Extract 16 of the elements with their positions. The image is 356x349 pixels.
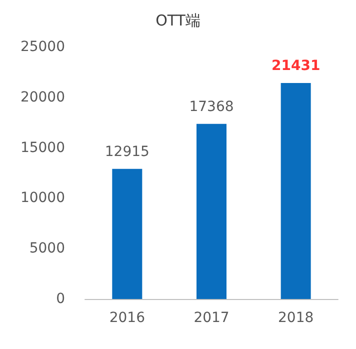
x-tick-label: 2017 bbox=[194, 310, 230, 326]
bar bbox=[112, 168, 142, 299]
y-tick-label: 20000 bbox=[20, 89, 65, 106]
bar bbox=[196, 124, 226, 299]
x-tick-label: 2016 bbox=[109, 310, 146, 326]
y-tick-label: 10000 bbox=[20, 190, 65, 206]
data-label: 12915 bbox=[104, 144, 150, 160]
data-label: 17368 bbox=[189, 98, 234, 115]
y-tick-label: 25000 bbox=[20, 39, 65, 55]
x-tick-label: 2018 bbox=[278, 310, 314, 326]
y-tick-label: 15000 bbox=[20, 140, 65, 156]
y-tick-label: 0 bbox=[56, 291, 65, 307]
y-tick-label: 5000 bbox=[29, 240, 65, 257]
bar bbox=[280, 82, 311, 299]
chart-title: OTT端 bbox=[156, 12, 200, 30]
annotation: 21431 bbox=[271, 58, 320, 74]
